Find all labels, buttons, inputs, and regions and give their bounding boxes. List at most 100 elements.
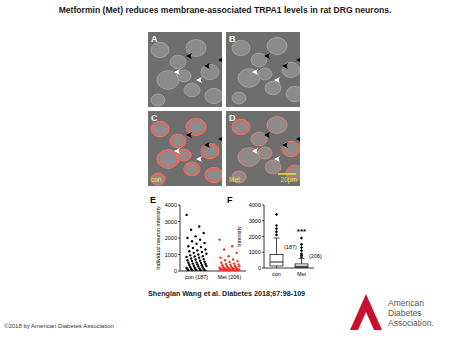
- point: [189, 254, 191, 256]
- logo-text: Diabetes: [388, 308, 422, 318]
- cell: [232, 92, 246, 104]
- point: [203, 261, 205, 263]
- cell: [201, 143, 219, 158]
- panel-label: A: [151, 34, 158, 44]
- micrograph-content: [226, 32, 300, 107]
- boxes: [270, 213, 308, 268]
- fluorescence: [259, 148, 272, 159]
- cell: [151, 94, 165, 106]
- x-tick-label: con: [272, 271, 281, 277]
- y-tick: [178, 205, 180, 206]
- y-tick-label: 2000: [165, 235, 177, 241]
- outlier: [275, 224, 278, 227]
- arrowhead: [218, 136, 222, 142]
- logo-text: American: [388, 298, 424, 308]
- fluorescence: [206, 168, 222, 182]
- arrowhead: [204, 142, 210, 148]
- outlier: [300, 246, 303, 249]
- point: [219, 257, 221, 259]
- cell: [282, 141, 300, 156]
- micrograph-bg: [148, 32, 222, 107]
- arrowhead: [174, 148, 180, 154]
- figure: Metformin (Met) reduces membrane-associa…: [0, 0, 450, 338]
- micrograph: B: [226, 32, 304, 107]
- point: [194, 258, 196, 260]
- logo-mark: [350, 294, 382, 330]
- point: [233, 270, 235, 271]
- point: [185, 256, 187, 258]
- point: [224, 270, 226, 271]
- fluorescence: [158, 151, 178, 168]
- cell: [157, 150, 179, 169]
- point: [201, 251, 203, 253]
- point: [195, 243, 197, 245]
- point: [236, 270, 238, 271]
- point: [198, 225, 200, 227]
- arrowhead: [196, 77, 202, 83]
- point: [191, 240, 193, 242]
- point: [192, 262, 194, 264]
- point: [202, 255, 204, 257]
- point: [187, 269, 189, 271]
- point: [220, 270, 222, 271]
- title: Metformin (Met) reduces membrane-associa…: [59, 5, 392, 15]
- arrowhead: [174, 69, 180, 75]
- point: [220, 262, 222, 264]
- y-tick-label: 0: [258, 265, 261, 271]
- fluorescence: [185, 163, 199, 175]
- cell: [157, 71, 179, 90]
- cell: [201, 64, 219, 79]
- arrowhead: [282, 142, 288, 148]
- fluorescence: [187, 120, 205, 135]
- fluorescence: [152, 174, 165, 185]
- cell: [238, 69, 260, 88]
- y-label: Individual neuron intensity: [155, 206, 161, 270]
- point: [198, 257, 200, 259]
- point: [199, 238, 201, 240]
- arrowhead: [274, 77, 280, 83]
- micrograph-content: [226, 111, 300, 186]
- point: [225, 270, 227, 271]
- condition-label: Met: [229, 176, 240, 183]
- point: [191, 269, 193, 271]
- x-tick-label: Met: [297, 271, 307, 277]
- point: [238, 269, 240, 271]
- scale-bar-label: 20μm: [281, 176, 297, 184]
- panel-label: B: [229, 34, 236, 44]
- outlier: [275, 213, 278, 216]
- cell: [151, 173, 165, 185]
- point: [187, 245, 189, 247]
- whisker-upper: [301, 259, 302, 264]
- cell: [186, 40, 206, 57]
- cell: [151, 42, 169, 57]
- y-tick: [262, 252, 264, 253]
- cell: [205, 167, 222, 182]
- box: [270, 255, 283, 266]
- cell: [251, 53, 267, 67]
- point: [190, 229, 192, 231]
- cell: [265, 81, 281, 95]
- point: [186, 259, 188, 261]
- point: [194, 268, 196, 270]
- cell: [177, 149, 191, 161]
- cell: [251, 132, 267, 146]
- arrowhead: [264, 53, 270, 59]
- point: [232, 258, 234, 260]
- n-label: (206): [309, 253, 322, 259]
- y-tick-label: 0: [174, 268, 177, 274]
- point: [205, 265, 207, 267]
- cell: [238, 148, 260, 167]
- significance: ***: [297, 227, 307, 236]
- point: [186, 268, 188, 270]
- micrograph: Ccon: [148, 111, 224, 186]
- point: [195, 269, 197, 271]
- point: [231, 245, 233, 247]
- y-tick: [262, 236, 264, 237]
- fluorescence: [202, 144, 218, 158]
- whisker-upper: [276, 238, 277, 255]
- point: [227, 270, 229, 271]
- point: [204, 248, 206, 250]
- arrowhead: [274, 156, 280, 162]
- copyright: ©2018 by American Diabetes Association: [4, 323, 114, 329]
- point: [194, 255, 196, 257]
